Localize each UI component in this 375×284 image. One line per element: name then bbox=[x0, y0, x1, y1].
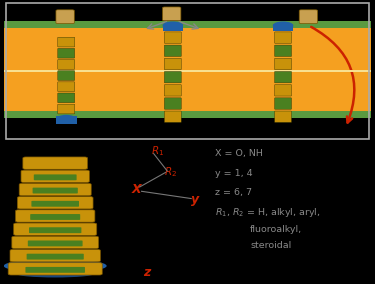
Bar bbox=[4, 24, 371, 118]
FancyBboxPatch shape bbox=[164, 32, 181, 43]
FancyBboxPatch shape bbox=[164, 85, 181, 96]
Text: z = 6, 7: z = 6, 7 bbox=[215, 188, 252, 197]
FancyBboxPatch shape bbox=[56, 10, 74, 24]
FancyBboxPatch shape bbox=[164, 72, 181, 83]
FancyBboxPatch shape bbox=[10, 249, 101, 262]
FancyBboxPatch shape bbox=[29, 227, 81, 233]
FancyBboxPatch shape bbox=[58, 48, 75, 58]
Text: y: y bbox=[191, 193, 199, 206]
Text: $R_2$: $R_2$ bbox=[164, 166, 177, 179]
FancyBboxPatch shape bbox=[30, 214, 80, 220]
FancyBboxPatch shape bbox=[21, 170, 89, 183]
FancyBboxPatch shape bbox=[19, 183, 91, 196]
FancyBboxPatch shape bbox=[58, 37, 75, 47]
Bar bbox=[16, 262, 94, 275]
FancyBboxPatch shape bbox=[274, 58, 291, 70]
Bar bbox=[56, 116, 76, 124]
FancyBboxPatch shape bbox=[58, 104, 75, 114]
Text: y = 1, 4: y = 1, 4 bbox=[215, 169, 253, 178]
FancyBboxPatch shape bbox=[12, 236, 99, 248]
Bar bbox=[162, 24, 183, 31]
FancyBboxPatch shape bbox=[58, 71, 75, 80]
Text: $R_1$, $R_2$ = H, alkyl, aryl,: $R_1$, $R_2$ = H, alkyl, aryl, bbox=[215, 206, 321, 219]
FancyBboxPatch shape bbox=[26, 267, 85, 273]
FancyBboxPatch shape bbox=[13, 223, 97, 235]
FancyBboxPatch shape bbox=[34, 174, 76, 180]
FancyBboxPatch shape bbox=[8, 263, 102, 275]
FancyBboxPatch shape bbox=[17, 197, 93, 209]
Text: X = O, NH: X = O, NH bbox=[215, 149, 263, 158]
Ellipse shape bbox=[56, 115, 76, 124]
FancyBboxPatch shape bbox=[164, 111, 181, 122]
FancyBboxPatch shape bbox=[28, 241, 82, 246]
Text: $R_1$: $R_1$ bbox=[151, 144, 164, 158]
Text: z: z bbox=[144, 266, 151, 279]
FancyBboxPatch shape bbox=[27, 254, 84, 260]
Text: fluoroalkyl,: fluoroalkyl, bbox=[250, 225, 302, 234]
FancyBboxPatch shape bbox=[299, 10, 318, 24]
Ellipse shape bbox=[162, 21, 183, 30]
Text: X: X bbox=[131, 183, 141, 196]
FancyBboxPatch shape bbox=[58, 82, 75, 91]
FancyBboxPatch shape bbox=[58, 60, 75, 69]
FancyBboxPatch shape bbox=[274, 85, 291, 96]
Ellipse shape bbox=[16, 270, 94, 277]
FancyBboxPatch shape bbox=[274, 111, 291, 122]
FancyBboxPatch shape bbox=[58, 93, 75, 103]
FancyBboxPatch shape bbox=[23, 157, 87, 169]
Bar bbox=[4, 111, 371, 118]
Bar bbox=[4, 70, 371, 72]
FancyBboxPatch shape bbox=[33, 188, 78, 193]
FancyBboxPatch shape bbox=[32, 201, 79, 207]
Text: steroidal: steroidal bbox=[250, 241, 291, 250]
Bar bbox=[4, 21, 371, 28]
FancyBboxPatch shape bbox=[162, 7, 181, 21]
Ellipse shape bbox=[4, 259, 106, 273]
FancyBboxPatch shape bbox=[274, 45, 291, 57]
FancyBboxPatch shape bbox=[274, 98, 291, 109]
Ellipse shape bbox=[273, 21, 293, 30]
Bar bbox=[273, 24, 293, 31]
FancyBboxPatch shape bbox=[164, 45, 181, 57]
FancyBboxPatch shape bbox=[274, 72, 291, 83]
FancyBboxPatch shape bbox=[15, 210, 95, 222]
FancyBboxPatch shape bbox=[164, 58, 181, 70]
FancyBboxPatch shape bbox=[164, 98, 181, 109]
FancyBboxPatch shape bbox=[274, 32, 291, 43]
